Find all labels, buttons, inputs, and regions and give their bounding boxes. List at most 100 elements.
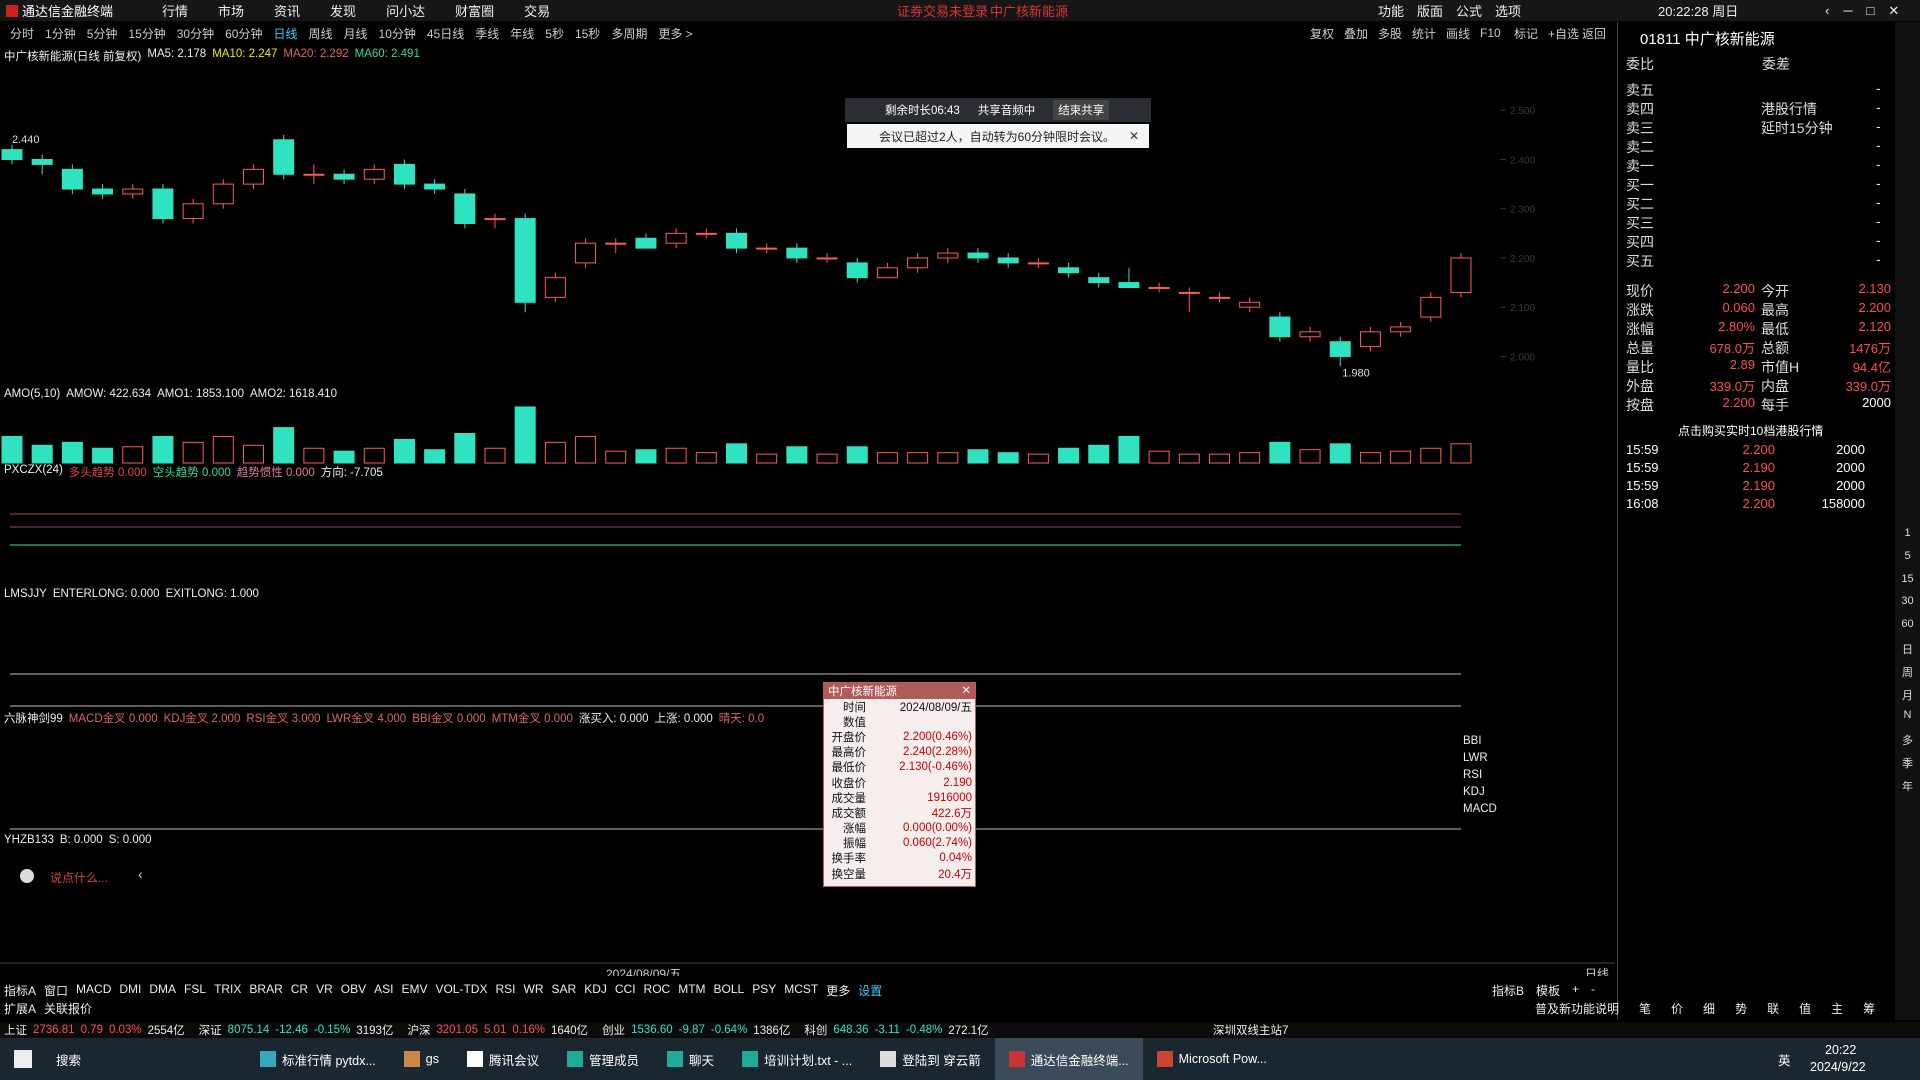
indicator-tab[interactable]: 模板: [1536, 984, 1561, 998]
feature-tab[interactable]: 价: [1671, 1002, 1684, 1016]
indicator-tab[interactable]: TRIX: [214, 982, 242, 996]
indicator-tab[interactable]: 更多: [826, 984, 851, 998]
side-period[interactable]: 15: [1901, 572, 1914, 585]
toolbar-item[interactable]: 叠加: [1344, 26, 1369, 41]
menu-item[interactable]: 资讯: [274, 4, 301, 19]
menu-right-item[interactable]: 选项: [1495, 4, 1522, 19]
extension-tab[interactable]: 关联报价: [44, 1002, 93, 1016]
indicator-tab[interactable]: ROC: [643, 982, 671, 996]
period-tab[interactable]: 30分钟: [176, 26, 215, 41]
taskbar-app[interactable]: 登陆到 穿云箭: [866, 1038, 994, 1080]
taskbar-app[interactable]: 腾讯会议: [453, 1038, 553, 1080]
taskbar-app[interactable]: 聊天: [653, 1038, 728, 1080]
menu-item[interactable]: 市场: [218, 4, 245, 19]
indicator-tab[interactable]: WR: [523, 982, 544, 996]
toolbar-item[interactable]: 返回: [1582, 26, 1607, 41]
period-tab[interactable]: 季线: [475, 26, 500, 41]
feature-tab[interactable]: 主: [1831, 1002, 1844, 1016]
indicator-tab[interactable]: 设置: [858, 984, 883, 998]
menu-item[interactable]: 财富圈: [455, 4, 495, 19]
side-period[interactable]: 年: [1902, 780, 1913, 793]
indicator-tab[interactable]: MACD: [76, 982, 112, 996]
side-period[interactable]: 多: [1902, 735, 1913, 748]
menu-item[interactable]: 行情: [162, 4, 189, 19]
extension-tab[interactable]: 扩展A: [4, 1002, 37, 1016]
toolbar-item[interactable]: 多股: [1378, 26, 1403, 41]
menu-item[interactable]: 交易: [524, 4, 551, 19]
period-tab[interactable]: 月线: [343, 26, 368, 41]
toolbar-item[interactable]: 复权: [1310, 26, 1335, 41]
period-tab[interactable]: 更多 >: [658, 26, 693, 41]
toolbar-item[interactable]: F10: [1480, 26, 1501, 40]
indicator-tab[interactable]: +: [1572, 982, 1580, 996]
search-box[interactable]: 搜索: [56, 1053, 82, 1068]
side-period[interactable]: 季: [1902, 758, 1913, 770]
indicator-tab[interactable]: DMI: [119, 982, 142, 996]
indicator-tab[interactable]: DMA: [149, 982, 177, 996]
close[interactable]: ✕: [961, 685, 971, 697]
feature-tab[interactable]: 笔: [1639, 1002, 1652, 1016]
feature-tab[interactable]: 普及新功能说明: [1535, 1002, 1620, 1016]
indicator-tab[interactable]: MTM: [678, 982, 706, 996]
feature-tab[interactable]: 细: [1703, 1002, 1716, 1016]
indicator-tab[interactable]: BOLL: [713, 982, 745, 996]
period-tab[interactable]: 15分钟: [128, 26, 166, 41]
period-tab[interactable]: 1分钟: [45, 26, 76, 41]
indicator-tab[interactable]: VOL-TDX: [435, 982, 488, 996]
indicator-tab[interactable]: 指标A: [4, 984, 37, 998]
menu-item[interactable]: 发现: [330, 4, 357, 19]
feature-tab[interactable]: 联: [1767, 1002, 1780, 1016]
taskbar-app[interactable]: Microsoft Pow...: [1143, 1038, 1281, 1080]
indicator-tab[interactable]: EMV: [401, 982, 428, 996]
taskbar-app[interactable]: 标准行情 pytdx...: [246, 1038, 390, 1080]
menu-right-item[interactable]: 公式: [1456, 4, 1483, 19]
side-period[interactable]: 60: [1901, 618, 1914, 631]
period-tab[interactable]: 60分钟: [225, 26, 263, 41]
indicator-tab[interactable]: RSI: [495, 982, 516, 996]
side-period[interactable]: N: [1903, 709, 1912, 722]
feature-tab[interactable]: 势: [1735, 1002, 1748, 1016]
indicator-tab[interactable]: OBV: [340, 982, 367, 996]
period-tab[interactable]: 周线: [308, 26, 333, 41]
indicator-tab[interactable]: CCI: [614, 982, 636, 996]
start-button[interactable]: [14, 1050, 32, 1068]
buy-hint[interactable]: 点击购买实时10档港股行情: [1678, 424, 1824, 438]
side-period[interactable]: 1: [1904, 527, 1911, 539]
indicator-tab[interactable]: MCST: [784, 982, 819, 996]
indicator-tab[interactable]: FSL: [184, 982, 207, 996]
toolbar-item[interactable]: 画线: [1446, 26, 1471, 41]
taskbar-app[interactable]: 管理成员: [553, 1038, 653, 1080]
taskbar-app[interactable]: 通达信金融终端...: [994, 1038, 1143, 1080]
indicator-tab[interactable]: PSY: [752, 982, 777, 996]
collapse[interactable]: ‹: [138, 866, 143, 882]
ime[interactable]: 英: [1778, 1053, 1791, 1068]
period-tab[interactable]: 5秒: [545, 26, 564, 41]
indicator-tab[interactable]: CR: [290, 982, 309, 996]
indicator-tab[interactable]: 指标B: [1492, 984, 1525, 998]
chat-input[interactable]: 说点什么...: [50, 871, 109, 885]
feature-tab[interactable]: 值: [1799, 1002, 1812, 1016]
toolbar-item[interactable]: 标记: [1514, 26, 1539, 41]
indicator-tab[interactable]: BRAR: [249, 982, 283, 996]
taskbar-app[interactable]: 培训计划.txt - ...: [728, 1038, 866, 1080]
period-tab[interactable]: 年线: [510, 26, 535, 41]
meeting-stop[interactable]: 结束共享: [1053, 100, 1110, 120]
menu-right-item[interactable]: 版面: [1417, 4, 1444, 19]
feature-tab[interactable]: 筹: [1863, 1002, 1876, 1016]
toolbar-item[interactable]: +自选: [1548, 26, 1580, 41]
indicator-tab[interactable]: -: [1591, 982, 1596, 996]
close[interactable]: ✕: [1128, 129, 1139, 143]
period-tab[interactable]: 10分钟: [378, 26, 416, 41]
taskbar-app[interactable]: gs: [390, 1038, 453, 1080]
side-period[interactable]: 月: [1902, 689, 1913, 702]
menu-item[interactable]: 问小达: [386, 4, 426, 19]
side-period[interactable]: 日: [1902, 644, 1913, 656]
side-period[interactable]: 周: [1902, 666, 1913, 679]
toolbar-item[interactable]: 统计: [1412, 26, 1437, 41]
period-tab[interactable]: 分时: [10, 26, 35, 41]
indicator-tab[interactable]: VR: [316, 982, 333, 996]
indicator-tab[interactable]: 窗口: [44, 984, 69, 998]
indicator-tab[interactable]: ASI: [374, 982, 394, 996]
menu-right-item[interactable]: 功能: [1378, 4, 1405, 19]
period-tab[interactable]: 15秒: [574, 26, 601, 41]
